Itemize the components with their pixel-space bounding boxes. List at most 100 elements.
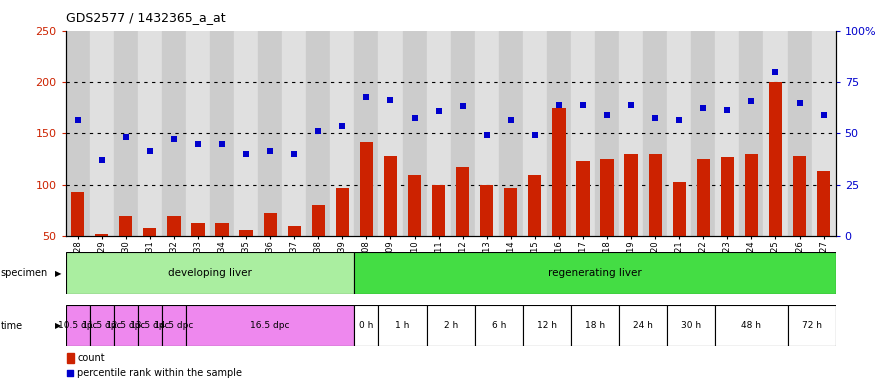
Point <box>528 132 542 139</box>
Bar <box>456 167 469 236</box>
Bar <box>716 31 739 236</box>
Bar <box>480 185 494 236</box>
Point <box>456 103 470 109</box>
Bar <box>408 174 421 236</box>
Bar <box>186 305 354 346</box>
Bar <box>90 31 114 236</box>
Text: regenerating liver: regenerating liver <box>548 268 642 278</box>
Bar <box>745 154 758 236</box>
Bar <box>114 305 138 346</box>
Point <box>431 108 445 114</box>
Point <box>720 107 734 113</box>
Bar <box>648 154 662 236</box>
Bar <box>620 305 668 346</box>
Point <box>360 94 374 101</box>
Bar <box>577 161 590 236</box>
Bar <box>427 31 451 236</box>
Bar <box>354 305 379 346</box>
Text: 72 h: 72 h <box>802 321 822 330</box>
Bar <box>138 31 162 236</box>
Bar <box>643 31 668 236</box>
Bar <box>90 305 114 346</box>
Bar <box>451 31 475 236</box>
Bar <box>764 31 788 236</box>
Bar <box>600 159 613 236</box>
Point <box>504 117 518 123</box>
Point <box>648 115 662 121</box>
Bar <box>384 156 397 236</box>
Bar <box>402 31 427 236</box>
Point <box>480 132 494 139</box>
Bar <box>186 31 210 236</box>
Point <box>263 148 277 154</box>
Point <box>552 102 566 108</box>
Bar <box>432 185 445 236</box>
Bar <box>475 31 499 236</box>
Bar <box>379 31 402 236</box>
Bar <box>716 305 788 346</box>
Bar <box>215 223 228 236</box>
Point <box>576 102 590 108</box>
Text: 48 h: 48 h <box>741 321 761 330</box>
Bar <box>769 82 782 236</box>
Bar <box>523 305 571 346</box>
Bar <box>66 353 74 363</box>
Bar <box>793 156 806 236</box>
Bar <box>504 188 517 236</box>
Bar <box>66 252 354 294</box>
Text: 1 h: 1 h <box>396 321 410 330</box>
Bar <box>625 154 638 236</box>
Text: 18 h: 18 h <box>585 321 605 330</box>
Bar <box>258 31 283 236</box>
Bar <box>739 31 764 236</box>
Bar <box>331 31 354 236</box>
Bar <box>354 31 379 236</box>
Bar <box>691 31 716 236</box>
Point <box>321 295 335 301</box>
Point <box>696 105 710 111</box>
Bar <box>336 188 349 236</box>
Bar <box>721 157 734 236</box>
Text: ▶: ▶ <box>55 268 61 278</box>
Point <box>408 115 422 121</box>
Bar <box>571 31 595 236</box>
Point <box>768 69 782 75</box>
Bar <box>523 31 547 236</box>
Bar <box>552 108 565 236</box>
Text: 12 h: 12 h <box>537 321 556 330</box>
Point <box>71 117 85 123</box>
Bar <box>595 31 619 236</box>
Bar <box>571 305 620 346</box>
Point <box>335 123 349 129</box>
Bar <box>119 216 132 236</box>
Bar <box>162 31 186 236</box>
Bar <box>283 31 306 236</box>
Point <box>624 102 638 108</box>
Text: 11.5 dpc: 11.5 dpc <box>82 321 122 330</box>
Bar <box>668 305 716 346</box>
Bar <box>288 226 301 236</box>
Bar <box>475 305 523 346</box>
Bar <box>210 31 235 236</box>
Point <box>312 128 326 134</box>
Text: 13.5 dpc: 13.5 dpc <box>130 321 170 330</box>
Bar <box>360 142 373 236</box>
Text: count: count <box>77 353 105 363</box>
Bar <box>528 174 542 236</box>
Bar <box>817 171 830 236</box>
Text: GDS2577 / 1432365_a_at: GDS2577 / 1432365_a_at <box>66 12 225 25</box>
Bar <box>95 234 108 236</box>
Bar <box>144 228 157 236</box>
Point <box>816 112 830 118</box>
Point <box>239 151 253 157</box>
Point <box>94 157 108 163</box>
Bar <box>668 31 691 236</box>
Text: 2 h: 2 h <box>444 321 458 330</box>
Bar <box>673 182 686 236</box>
Bar <box>263 212 276 236</box>
Bar <box>138 305 162 346</box>
Bar <box>192 223 205 236</box>
Point <box>191 141 205 147</box>
Bar <box>379 305 427 346</box>
Bar <box>354 252 836 294</box>
